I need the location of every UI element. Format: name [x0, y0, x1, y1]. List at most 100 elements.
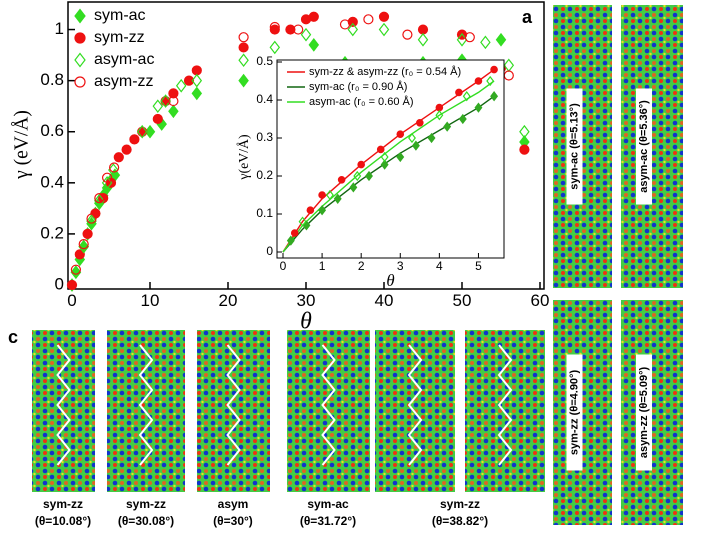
- x-axis-label: θ: [300, 308, 312, 334]
- legend-marker: [74, 8, 86, 24]
- point: [285, 24, 296, 35]
- image-caption: sym-zz: [440, 497, 480, 511]
- point: [238, 32, 249, 43]
- legend-marker: [74, 52, 86, 68]
- point: [86, 213, 97, 224]
- point: [293, 24, 304, 35]
- legend-label: sym-zz: [94, 29, 145, 46]
- x-tick-label: 10: [141, 291, 160, 310]
- point: [108, 163, 119, 177]
- point: [337, 176, 346, 184]
- point: [378, 22, 390, 37]
- legend-label: asym-zz: [94, 73, 154, 90]
- point: [306, 206, 315, 215]
- y-tick-label: 0: [266, 244, 273, 258]
- point: [427, 132, 436, 144]
- point: [417, 24, 429, 35]
- x-tick-label: 20: [219, 291, 238, 310]
- point: [86, 214, 97, 228]
- image-caption: sym-zz: [126, 497, 166, 511]
- x-tick-label: 0: [67, 291, 76, 310]
- point: [376, 145, 385, 154]
- caption-box: [636, 354, 652, 471]
- point: [435, 103, 444, 112]
- y-axis-label: γ(eV/Å): [236, 134, 252, 180]
- caption-box: [636, 88, 652, 205]
- point: [78, 239, 89, 250]
- point: [269, 40, 281, 55]
- point: [168, 95, 179, 107]
- caption-box: [566, 88, 583, 205]
- defect-outline: [407, 344, 423, 466]
- point: [458, 113, 467, 125]
- x-axis-label: θ: [386, 271, 394, 290]
- point: [363, 14, 374, 25]
- point: [308, 38, 320, 52]
- point: [101, 172, 113, 183]
- x-tick-label: 5: [475, 259, 482, 273]
- point: [380, 159, 389, 170]
- y-tick-label: 0.3: [256, 130, 273, 144]
- legend-marker: [74, 32, 86, 44]
- point: [365, 170, 373, 182]
- point: [462, 91, 471, 102]
- point: [98, 193, 109, 204]
- point: [519, 144, 530, 155]
- x-tick-label: 4: [436, 259, 443, 273]
- point: [519, 124, 530, 139]
- image-caption: (θ=30.08°): [118, 514, 174, 528]
- point: [408, 132, 416, 144]
- image-caption: sym-zz (θ=4.90°): [568, 370, 580, 456]
- point: [474, 77, 483, 85]
- legend-label: sym-ac: [94, 7, 146, 24]
- image-caption: (θ=38.82°): [432, 514, 488, 528]
- point: [455, 88, 463, 97]
- point: [347, 22, 359, 37]
- point: [325, 189, 334, 201]
- point: [70, 265, 82, 280]
- point: [402, 29, 413, 40]
- legend-label: asym-ac: [94, 51, 154, 68]
- point: [298, 216, 307, 227]
- x-tick-label: 40: [375, 291, 394, 310]
- point: [82, 228, 93, 240]
- image-caption: asym-ac (θ=5.36°): [638, 100, 650, 193]
- point: [396, 130, 405, 139]
- point: [353, 170, 362, 182]
- point: [269, 21, 280, 33]
- point: [109, 162, 120, 173]
- y-tick-label: 0.4: [256, 92, 273, 106]
- x-tick-label: 1: [319, 259, 326, 273]
- point: [78, 239, 89, 254]
- y-tick-label: 0.2: [40, 223, 64, 242]
- point: [238, 42, 249, 53]
- point: [238, 73, 249, 88]
- point: [490, 91, 499, 102]
- point: [300, 27, 312, 42]
- y-tick-label: 0: [55, 274, 64, 293]
- y-axis-label: γ (eV/Å): [11, 110, 32, 180]
- x-tick-label: 30: [297, 291, 316, 310]
- point: [183, 75, 195, 86]
- point: [70, 264, 82, 275]
- image-caption: asym-zz (θ=5.09°): [638, 366, 650, 458]
- point: [269, 24, 280, 35]
- point: [318, 191, 326, 199]
- point: [160, 94, 171, 108]
- defect-outline: [138, 344, 154, 466]
- point: [168, 104, 179, 119]
- y-tick-label: 0.5: [256, 54, 273, 68]
- point: [238, 53, 249, 68]
- legend-label: sym-zz & asym-zz (r₀ = 0.54 Å): [309, 65, 461, 78]
- point: [152, 113, 163, 125]
- image-caption: sym-ac (θ=5.13°): [568, 103, 580, 190]
- point: [129, 134, 140, 145]
- point: [74, 249, 85, 260]
- point: [417, 32, 429, 47]
- y-tick-label: 0.4: [40, 172, 64, 191]
- image-caption: (θ=30°): [213, 514, 253, 528]
- legend-label: asym-ac (r₀ = 0.60 Å): [309, 95, 414, 108]
- point: [94, 193, 105, 208]
- point: [290, 229, 299, 237]
